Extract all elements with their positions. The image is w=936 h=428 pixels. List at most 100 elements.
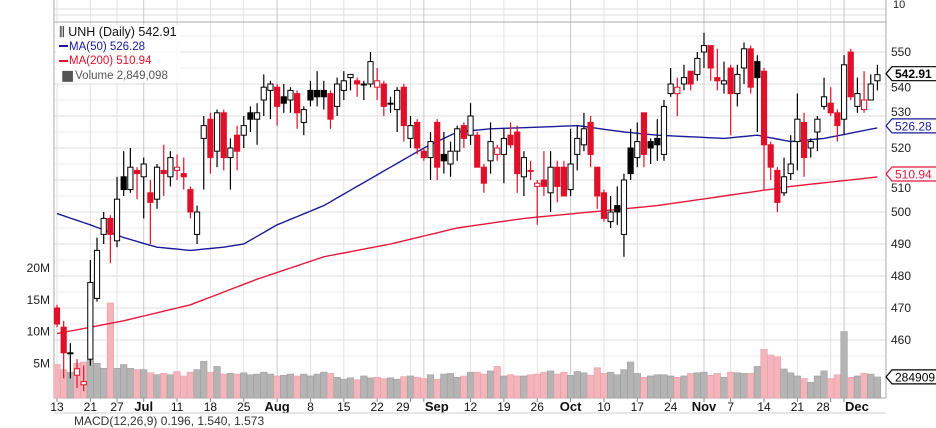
candle-body xyxy=(267,83,274,91)
volume-bar xyxy=(673,376,681,399)
x-tick-label: 17 xyxy=(631,400,645,414)
volume-bar xyxy=(440,373,448,399)
candle-body xyxy=(280,96,287,104)
candle-body xyxy=(120,176,127,191)
candle-body xyxy=(514,131,521,175)
upper-panel-axis-label: 10 xyxy=(893,0,905,11)
volume-bar xyxy=(587,375,595,399)
volume-bar xyxy=(520,375,528,399)
candle-body xyxy=(260,86,267,101)
candle-body xyxy=(380,83,387,107)
volume-bar xyxy=(366,377,375,399)
candle-body xyxy=(354,80,361,85)
candle-body xyxy=(740,48,748,69)
candle-body xyxy=(547,166,554,194)
volume-bar xyxy=(500,375,508,399)
x-tick-label: 21 xyxy=(84,400,98,414)
candle-body xyxy=(467,115,474,136)
candle-body xyxy=(374,80,381,88)
volume-bar xyxy=(847,376,855,399)
volume-bar xyxy=(93,363,101,399)
candle-body xyxy=(247,112,254,120)
candle-body xyxy=(240,125,247,136)
x-tick-label: Sep xyxy=(425,399,449,414)
volume-bar xyxy=(733,372,741,399)
x-tick-label: Oct xyxy=(560,399,582,414)
volume-bar xyxy=(213,366,221,399)
candle-body xyxy=(414,121,421,149)
candle-body xyxy=(847,51,854,98)
x-tick-label: 13 xyxy=(50,400,64,414)
volume-bar xyxy=(266,373,274,399)
candle-body xyxy=(834,112,841,127)
volume-bar xyxy=(707,375,715,399)
volume-bar xyxy=(860,373,868,399)
volume-bar xyxy=(607,371,615,399)
x-tick-label: 27 xyxy=(110,400,124,414)
candle-body xyxy=(714,77,721,82)
volume-bar xyxy=(253,373,261,399)
volume-bar xyxy=(473,371,481,399)
legend-volume-row: ▐█▌Volume 2,849,098 xyxy=(59,69,177,84)
candle-body xyxy=(80,381,87,386)
candle-body xyxy=(300,109,307,123)
candle-body xyxy=(180,173,187,178)
x-tick-label: Aug xyxy=(264,399,289,414)
volume-bar xyxy=(773,356,781,399)
candle-body xyxy=(507,134,514,146)
x-tick-label: 7 xyxy=(727,400,734,414)
candle-body xyxy=(600,192,608,219)
volume-bar xyxy=(226,373,234,399)
candle-body xyxy=(167,157,174,178)
candle-body xyxy=(294,93,301,114)
volume-bar xyxy=(340,378,348,399)
candle-body xyxy=(787,163,794,175)
volume-bar xyxy=(326,373,335,399)
volume-bar xyxy=(727,371,735,399)
last-price-label: 542.91 xyxy=(895,67,932,81)
volume-axis-label: 10M xyxy=(27,325,50,339)
volume-bar xyxy=(867,373,875,399)
volume-bar xyxy=(780,368,788,399)
volume-bar xyxy=(113,368,121,399)
x-tick-label: 10 xyxy=(597,400,611,414)
volume-bar xyxy=(106,302,114,399)
x-tick-label: 24 xyxy=(664,400,678,414)
volume-bar xyxy=(713,373,721,399)
chart-legend: ⫼ UNH (Daily) 542.91 MA(50) 526.28 MA(20… xyxy=(56,25,180,83)
ma200-line xyxy=(56,176,878,335)
volume-bars-icon: ▐█▌ xyxy=(59,70,76,81)
candle-body xyxy=(574,137,581,155)
candle-body xyxy=(860,99,868,111)
macd-label: MACD(12,26,9) 0.196, 1.540, 1.573 xyxy=(74,414,265,428)
volume-bar xyxy=(233,373,241,399)
volume-bar xyxy=(306,375,315,399)
price-axis-label: 490 xyxy=(891,237,911,251)
volume-bar xyxy=(560,371,568,399)
candle-body xyxy=(173,166,181,171)
volume-bar xyxy=(413,376,421,399)
candle-body xyxy=(274,86,281,107)
price-axis-label: 550 xyxy=(891,45,911,59)
volume-bar xyxy=(827,378,835,399)
volume-bar xyxy=(753,366,761,399)
candle-body xyxy=(334,83,341,107)
x-tick-label: Nov xyxy=(692,399,717,414)
volume-bar xyxy=(580,372,588,399)
candle-body xyxy=(814,118,821,133)
candle-body xyxy=(774,169,781,203)
candle-body xyxy=(680,77,688,85)
x-tick-label: 18 xyxy=(204,400,218,414)
candle-body xyxy=(794,118,801,143)
candle-body xyxy=(867,83,874,101)
candle-body xyxy=(287,89,294,101)
volume-bar xyxy=(547,370,555,399)
volume-bar xyxy=(420,378,428,399)
candle-body xyxy=(307,89,314,101)
candle-body xyxy=(200,125,207,139)
candle-body xyxy=(874,74,881,82)
upper-panel-frame xyxy=(53,0,887,23)
volume-bar xyxy=(273,375,281,399)
x-tick-label: 22 xyxy=(370,400,384,414)
